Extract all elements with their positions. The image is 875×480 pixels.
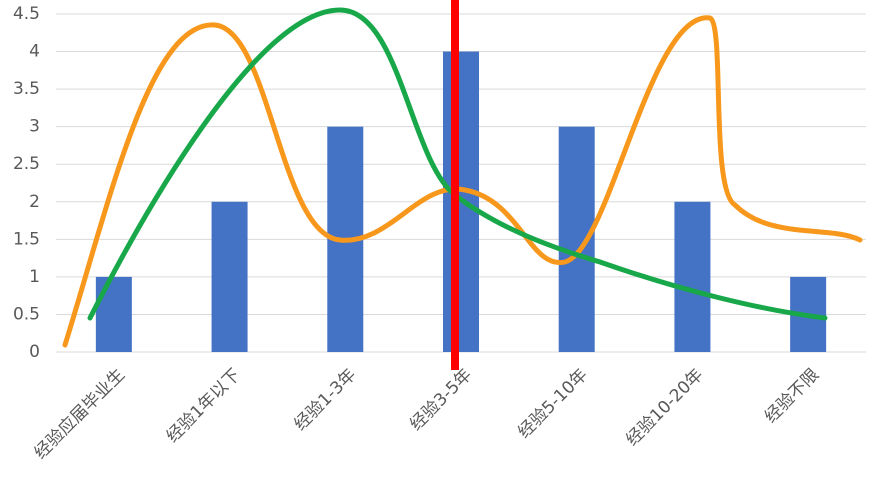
x-tick-label: 经验1年以下 [163, 365, 245, 447]
y-tick-label: 4.5 [13, 4, 40, 24]
y-tick-label: 1.5 [13, 229, 40, 249]
x-tick-label: 经验5-10年 [514, 365, 591, 442]
bar [211, 201, 248, 352]
y-tick-label: 3.5 [13, 79, 40, 99]
hand-drawn-overlay [62, 0, 863, 370]
bar [95, 276, 132, 352]
x-tick-label: 经验1-3年 [291, 365, 361, 435]
y-tick-label: 4 [29, 42, 40, 62]
x-tick-label: 经验应届毕业生 [31, 365, 129, 463]
y-tick-label: 2 [29, 192, 40, 212]
y-tick-label: 0 [29, 342, 40, 362]
y-tick-label: 2.5 [13, 154, 40, 174]
plot-area: 00.511.522.533.544.5经验应届毕业生 经验1年以下 经验1-3年经… [13, 4, 866, 463]
bar [674, 201, 711, 352]
x-tick-label: 经验10-20年 [622, 365, 707, 450]
orange-curve [62, 15, 863, 348]
x-tick-label: 经验3-5年 [406, 365, 476, 435]
x-tick-label: 经验不限 [761, 365, 823, 427]
green-curve [87, 7, 828, 321]
y-tick-label: 1 [29, 267, 40, 287]
y-tick-label: 3 [29, 117, 40, 137]
y-tick-label: 0.5 [13, 304, 40, 324]
